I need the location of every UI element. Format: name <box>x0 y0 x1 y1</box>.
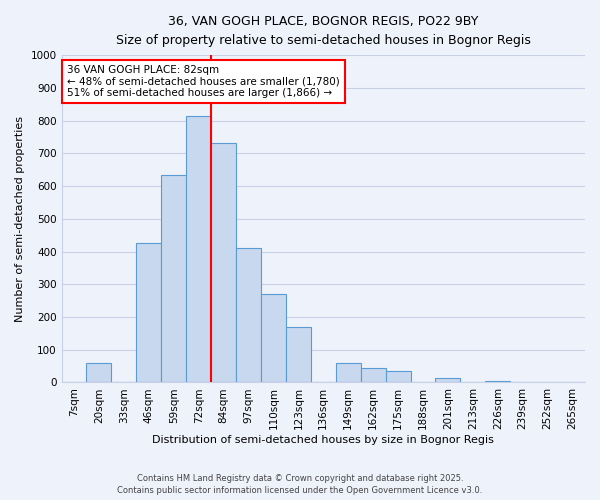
Bar <box>211 144 236 382</box>
Bar <box>436 378 460 382</box>
Bar <box>336 363 361 382</box>
Bar <box>286 327 311 382</box>
Bar <box>261 294 286 382</box>
Bar <box>86 363 112 382</box>
Bar <box>386 371 410 382</box>
Bar <box>186 116 211 382</box>
Text: Contains HM Land Registry data © Crown copyright and database right 2025.
Contai: Contains HM Land Registry data © Crown c… <box>118 474 482 495</box>
Bar <box>485 381 510 382</box>
Y-axis label: Number of semi-detached properties: Number of semi-detached properties <box>15 116 25 322</box>
Text: 36 VAN GOGH PLACE: 82sqm
← 48% of semi-detached houses are smaller (1,780)
51% o: 36 VAN GOGH PLACE: 82sqm ← 48% of semi-d… <box>67 65 340 98</box>
X-axis label: Distribution of semi-detached houses by size in Bognor Regis: Distribution of semi-detached houses by … <box>152 435 494 445</box>
Bar <box>361 368 386 382</box>
Bar <box>161 174 186 382</box>
Bar <box>236 248 261 382</box>
Title: 36, VAN GOGH PLACE, BOGNOR REGIS, PO22 9BY
Size of property relative to semi-det: 36, VAN GOGH PLACE, BOGNOR REGIS, PO22 9… <box>116 15 531 47</box>
Bar <box>136 244 161 382</box>
